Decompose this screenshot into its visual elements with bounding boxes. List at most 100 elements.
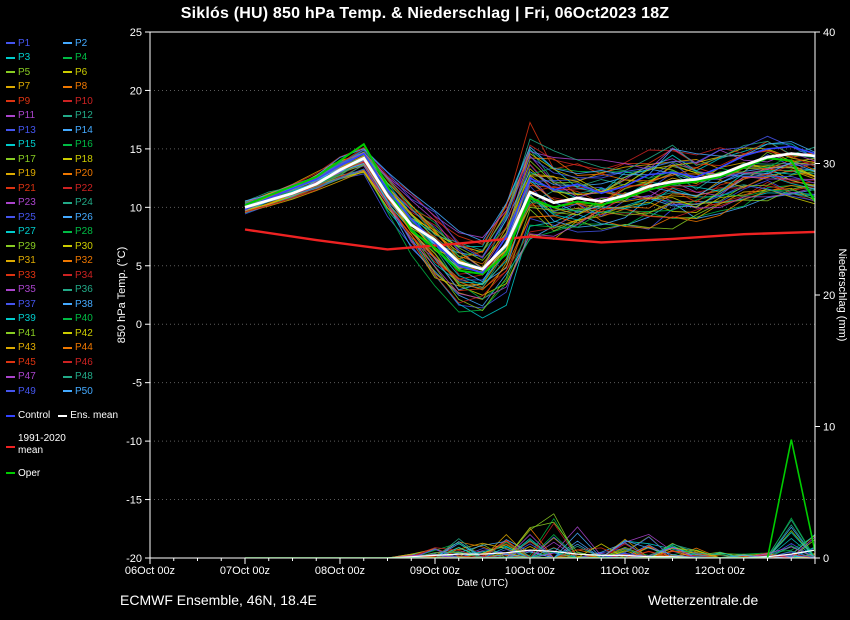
- legend-member-label: P29: [18, 240, 36, 252]
- member-line-swatch: [63, 172, 72, 175]
- legend-member-label: P36: [75, 284, 93, 296]
- y-right-tick-label: 0: [823, 553, 829, 565]
- legend-item-p20: P20: [63, 168, 120, 179]
- legend-item-p28: P28: [63, 226, 120, 237]
- member-line-swatch: [63, 42, 72, 45]
- y-left-tick-label: 20: [130, 85, 142, 97]
- legend-member-label: P8: [75, 81, 88, 93]
- legend-item-p7: P7: [6, 81, 63, 92]
- y-left-tick-label: 0: [136, 319, 142, 331]
- ensemble-member-temp-line: [244, 135, 815, 259]
- member-line-swatch: [6, 332, 15, 335]
- x-tick-label: 09Oct 00z: [410, 565, 460, 577]
- legend-item-p44: P44: [63, 342, 120, 353]
- legend-line-swatch: [6, 472, 15, 475]
- legend-member-label: P30: [75, 240, 93, 252]
- ensemble-member-precip-line: [245, 543, 815, 558]
- x-tick-label: 11Oct 00z: [600, 565, 649, 577]
- member-line-swatch: [6, 129, 15, 132]
- member-line-swatch: [6, 216, 15, 219]
- ensemble-member-precip-line: [245, 534, 815, 558]
- member-line-swatch: [63, 230, 72, 233]
- member-line-swatch: [6, 158, 15, 161]
- legend-item-control: Control: [6, 410, 50, 421]
- legend-row: P23 P24: [6, 196, 120, 211]
- x-tick-label: 12Oct 00z: [695, 565, 745, 577]
- legend-item-ens-mean: Ens. mean: [58, 410, 118, 421]
- legend-member-label: P23: [18, 197, 36, 209]
- legend-item-p10: P10: [63, 96, 120, 107]
- legend-row: P35 P36: [6, 283, 120, 298]
- member-line-swatch: [6, 245, 15, 248]
- legend-item-p13: P13: [6, 125, 63, 136]
- legend-item-p14: P14: [63, 125, 120, 136]
- legend-item-p34: P34: [63, 270, 120, 281]
- legend-item-p43: P43: [6, 342, 63, 353]
- member-line-swatch: [63, 303, 72, 306]
- legend-member-label: P28: [75, 226, 93, 238]
- legend-member-label: P35: [18, 284, 36, 296]
- x-tick-label: 06Oct 00z: [125, 565, 175, 577]
- legend-member-label: P38: [75, 298, 93, 310]
- chart-title: Siklós (HU) 850 hPa Temp. & Niederschlag…: [180, 5, 670, 22]
- legend-member-label: P7: [18, 81, 31, 93]
- legend-row: P11 P12: [6, 109, 120, 124]
- legend-item-p50: P50: [63, 386, 120, 397]
- legend-member-label: P39: [18, 313, 36, 325]
- y-left-tick-label: -10: [126, 436, 142, 448]
- legend-line-swatch: [58, 414, 68, 417]
- legend-item-p36: P36: [63, 284, 120, 295]
- legend-member-label: P43: [18, 342, 36, 354]
- member-line-swatch: [63, 129, 72, 132]
- legend-member-label: P12: [75, 110, 93, 122]
- member-line-swatch: [6, 201, 15, 204]
- member-line-swatch: [63, 114, 72, 117]
- legend-member-label: P37: [18, 298, 36, 310]
- legend-member-label: P18: [75, 153, 93, 165]
- legend-item-p49: P49: [6, 386, 63, 397]
- legend-member-label: P9: [18, 95, 31, 107]
- legend-item-p8: P8: [63, 81, 120, 92]
- legend-row: P49 P50: [6, 384, 120, 399]
- ensemble-member-precip-line: [245, 529, 815, 558]
- legend-member-label: P34: [75, 269, 93, 281]
- legend-row: P25 P26: [6, 210, 120, 225]
- legend: P1 P2 P3 P4 P5 P6 P7 P8 P9 P10 P11 P12 P13 P14 P15 P16 P…: [6, 36, 120, 481]
- member-line-swatch: [6, 71, 15, 74]
- legend-item-oper: Oper: [6, 468, 40, 479]
- member-line-swatch: [6, 274, 15, 277]
- legend-item-p6: P6: [63, 67, 120, 78]
- ens-mean-temp-line: [244, 152, 815, 271]
- member-line-swatch: [63, 317, 72, 320]
- ensemble-member-precip-line: [245, 539, 815, 558]
- ensemble-member-temp-line: [244, 153, 815, 270]
- legend-item-p11: P11: [6, 110, 63, 121]
- legend-item-p3: P3: [6, 52, 63, 63]
- climate-mean-line: [244, 228, 815, 251]
- legend-member-label: P14: [75, 124, 93, 136]
- legend-item-p1: P1: [6, 38, 63, 49]
- ensemble-member-precip-line: [245, 545, 815, 558]
- legend-member-label: P24: [75, 197, 93, 209]
- ensemble-member-precip-line: [245, 546, 815, 558]
- legend-member-label: P45: [18, 356, 36, 368]
- legend-member-label: P31: [18, 255, 36, 267]
- legend-special-label: Oper: [18, 467, 41, 479]
- legend-row: P21 P22: [6, 181, 120, 196]
- data-lines-group: [244, 121, 815, 558]
- member-line-swatch: [63, 361, 72, 364]
- y-right-tick-label: 20: [823, 290, 835, 302]
- member-line-swatch: [63, 390, 72, 393]
- ensemble-member-temp-line: [244, 164, 815, 270]
- member-line-swatch: [6, 143, 15, 146]
- legend-row: P1 P2: [6, 36, 120, 51]
- member-line-swatch: [63, 56, 72, 59]
- member-line-swatch: [6, 361, 15, 364]
- legend-row: P17 P18: [6, 152, 120, 167]
- member-line-swatch: [6, 230, 15, 233]
- legend-member-label: P33: [18, 269, 36, 281]
- legend-member-label: P48: [75, 371, 93, 383]
- legend-member-label: P4: [75, 52, 88, 64]
- legend-special-label: Ens. mean: [70, 410, 119, 422]
